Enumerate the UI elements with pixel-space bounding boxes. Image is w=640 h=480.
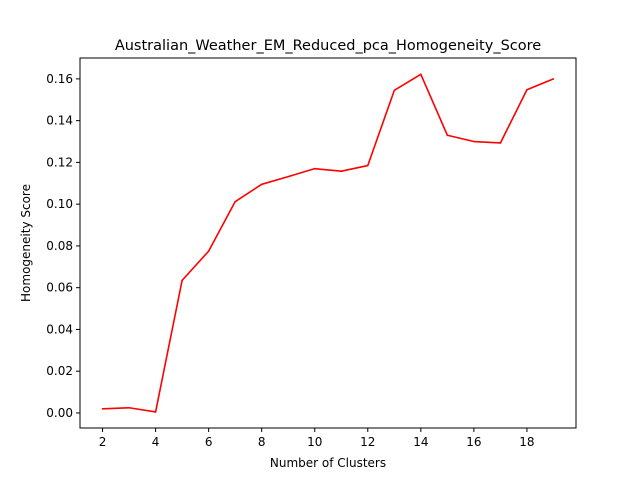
data-point <box>260 183 263 186</box>
y-tick-label: 0.02 <box>46 364 73 378</box>
data-point <box>234 200 236 203</box>
data-point <box>499 142 502 144</box>
data-point <box>420 73 422 76</box>
y-axis: 0.00 0.02 0.04 0.06 0.08 0.10 0.12 0.14 0.16 <box>46 72 80 420</box>
data-point <box>181 279 183 282</box>
x-axis: 2 4 6 8 10 12 14 16 18 <box>99 428 535 449</box>
axes-frame <box>79 57 577 429</box>
data-point <box>552 78 555 80</box>
x-axis-title: Number of Clusters <box>270 456 386 470</box>
plot-area: 2 4 6 8 10 12 14 16 18 0.000.020.040.060.080.100… <box>46 57 577 449</box>
y-tick-label: 0.12 <box>46 155 73 169</box>
x-tick-label: 6 <box>205 435 213 449</box>
data-point <box>207 250 210 252</box>
x-tick-label: 8 <box>258 435 266 449</box>
y-tick-label: 0.00 <box>46 406 73 420</box>
y-tick-label: 0.08 <box>46 239 73 253</box>
x-tick-label: 12 <box>360 435 375 449</box>
data-point <box>101 407 104 410</box>
data-point <box>128 406 130 409</box>
data-point <box>393 89 396 92</box>
y-tick-label: 0.10 <box>46 197 73 211</box>
data-point <box>473 140 475 143</box>
x-tick-label: 16 <box>466 435 481 449</box>
data-point <box>340 170 343 172</box>
x-tick-label: 18 <box>519 435 534 449</box>
data-point <box>446 134 449 137</box>
x-tick-label: 14 <box>413 435 428 449</box>
y-tick-label: 0.06 <box>46 281 73 295</box>
data-point <box>154 411 157 413</box>
data-point <box>366 164 369 167</box>
x-tick-label: 4 <box>152 435 160 449</box>
series-line <box>102 73 554 413</box>
y-tick-label: 0.16 <box>46 72 73 86</box>
y-tick-label: 0.14 <box>46 114 73 128</box>
y-tick-label: 0.04 <box>46 322 73 336</box>
series-layer <box>101 73 555 413</box>
data-point <box>313 167 316 170</box>
x-tick-label: 10 <box>307 435 322 449</box>
chart-title: Australian_Weather_EM_Reduced_pca_Homoge… <box>115 38 541 54</box>
x-tick-label: 2 <box>99 435 107 449</box>
data-point <box>526 88 528 91</box>
y-axis-title: Homogeneity Score <box>19 184 33 302</box>
data-point <box>287 175 290 178</box>
